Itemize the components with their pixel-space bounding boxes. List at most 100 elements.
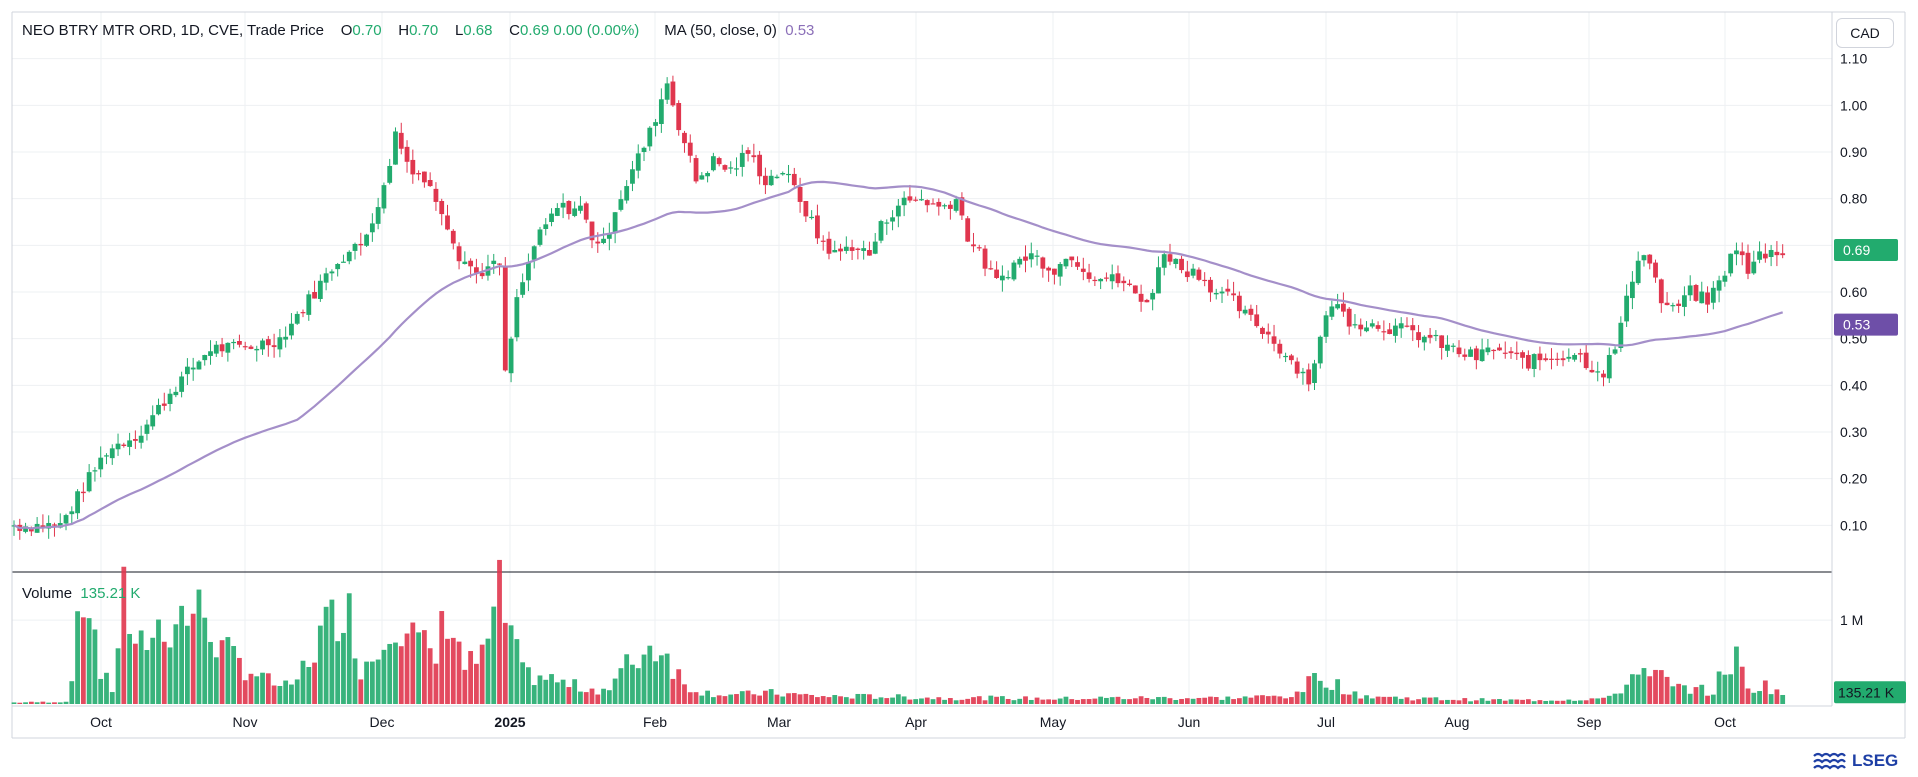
volume-bar [312,662,317,704]
volume-bar [75,611,80,704]
candle-body [647,127,653,147]
volume-bar [416,632,421,704]
candle-body [1595,371,1601,373]
price-tick-label: 0.40 [1840,377,1867,393]
volume-bar [1346,694,1352,704]
volume-bar [271,685,277,704]
candle-body [1485,347,1491,353]
volume-bar [1710,694,1716,704]
volume-bar [595,694,601,704]
candle-body [1202,279,1208,282]
volume-bar [1635,674,1641,704]
candle-body [1514,352,1520,355]
candle-body [1075,262,1080,267]
currency-button[interactable]: CAD [1836,18,1894,48]
candle-body [341,261,346,263]
volume-bar [1618,693,1624,704]
candle-body [843,246,849,251]
volume-bar [1202,697,1208,704]
volume-bar [34,702,40,704]
candle-body [179,376,185,392]
volume-bar [693,692,699,704]
volume-bar [1705,695,1710,704]
candle-body [572,208,578,216]
candle-body [416,173,421,175]
candle-body [861,248,867,251]
volume-bar [1352,691,1358,704]
candle-body [150,415,156,427]
candle-body [976,247,982,249]
candle-body [46,523,52,529]
volume-bar [1098,696,1104,704]
volume-bar [791,693,797,704]
close-value: 0.69 [520,22,550,39]
candle-body [1693,285,1699,301]
volume-bar [1566,699,1572,704]
candle-body [109,448,115,459]
volume-bar [213,657,219,704]
candle-body [641,147,647,152]
volume-bar [1641,668,1647,704]
ma-label: MA (50, close, 0) [664,22,777,39]
volume-bar [1768,694,1774,704]
volume-bar [1265,696,1271,704]
candle-body [1618,322,1624,348]
brand-name: LSEG [1852,751,1899,770]
time-tick-label: Jul [1317,714,1335,730]
candle-body [560,202,566,208]
candle-body [1630,281,1635,299]
volume-bar [849,698,855,704]
candle-body [1577,353,1583,355]
volume-bar [1306,676,1312,704]
candle-body [826,238,832,254]
candle-body [208,351,213,356]
volume-bar [109,692,115,704]
candle-body [1583,352,1589,369]
candle-body [1052,268,1057,275]
candle-body [427,180,433,187]
candle-body [1525,355,1531,369]
candle-body [1364,327,1369,332]
candle-body [999,275,1005,281]
candle-body [1716,280,1722,291]
volume-bar [1317,680,1323,704]
candle-body [1762,253,1768,259]
candle-body [1520,352,1525,358]
volume-bar [861,693,867,704]
volume-bar [69,681,75,704]
volume-bar [1601,697,1606,704]
candle-body [543,224,549,229]
volume-bar [28,701,34,704]
volume-bar [1653,669,1658,704]
volume-bar [1121,699,1127,704]
volume-bar [1728,674,1734,704]
volume-bar [1560,700,1566,704]
candle-body [1543,358,1549,361]
volume-bar [1734,646,1739,704]
candle-body [1098,278,1104,282]
last-volume-label: 135.21 K [1838,684,1895,700]
volume-bar [1115,696,1121,704]
candle-body [1416,332,1421,341]
volume-bar [98,678,104,704]
candle-body [722,165,728,170]
candle-body [1283,355,1288,358]
volume-bar [231,646,237,704]
volume-bar [1491,699,1497,704]
volume-bar [1745,688,1751,704]
volume-bar [1589,698,1595,704]
volume-bar [104,672,109,704]
candle-body [780,173,786,175]
candle-body [1774,251,1780,256]
volume-bar [1236,698,1242,704]
volume-bar [745,690,751,704]
volume-bar [1375,696,1381,704]
candle-body [196,361,202,370]
volume-bar [17,702,23,704]
volume-bar [1393,696,1398,704]
candle-body [693,158,699,182]
ma-price-label: 0.53 [1843,317,1870,333]
candle-body [1335,304,1341,309]
volume-bar [1271,695,1277,704]
